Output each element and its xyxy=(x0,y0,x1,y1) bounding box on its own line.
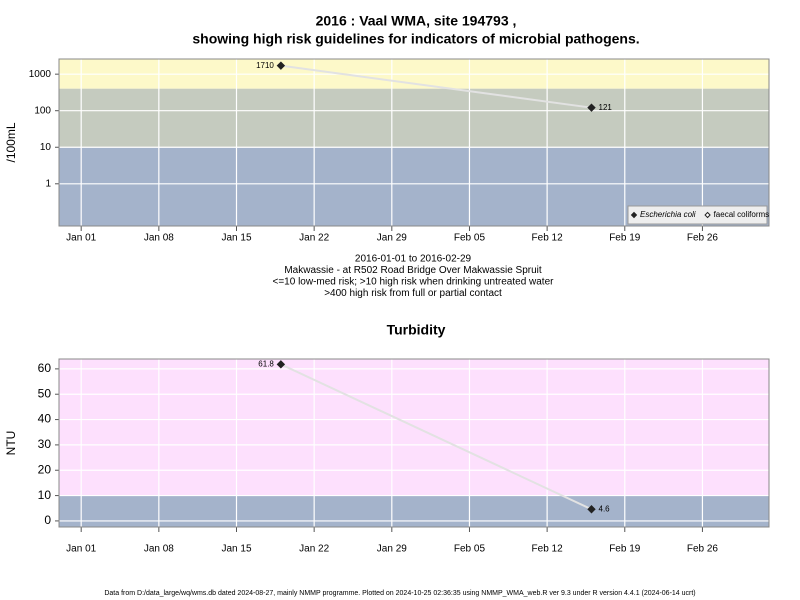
x-tick-label: Feb 05 xyxy=(454,233,486,244)
plot-frame xyxy=(58,358,770,528)
y-tick-label: 60 xyxy=(38,361,52,375)
data-label: 4.6 xyxy=(599,504,611,513)
chart-note: <=10 low-med risk; >10 high risk when dr… xyxy=(273,277,555,288)
footer: Data from D:/data_large/wq/wms.db dated … xyxy=(104,590,695,597)
series-line xyxy=(280,363,592,511)
y-tick-label: 10 xyxy=(40,142,52,153)
y-tick-label: 1000 xyxy=(29,69,52,80)
data-point xyxy=(276,61,286,70)
y-axis-label: NTU xyxy=(4,431,18,456)
x-tick-label: Feb 26 xyxy=(687,233,719,244)
x-tick-label: Jan 22 xyxy=(299,233,329,244)
x-tick-label: Jan 08 xyxy=(144,233,174,244)
x-tick-label: Feb 12 xyxy=(532,233,564,244)
chart-note: Makwassie - at R502 Road Bridge Over Mak… xyxy=(284,265,542,276)
legend-marker xyxy=(704,211,711,219)
x-tick-label: Jan 29 xyxy=(377,544,407,555)
legend-box xyxy=(627,205,768,225)
y-tick-label: 30 xyxy=(38,437,52,451)
y-tick-label: 0 xyxy=(44,513,51,527)
legend-label: faecal coliforms xyxy=(714,210,770,219)
x-tick-label: Jan 15 xyxy=(221,233,251,244)
y-tick-label: 1 xyxy=(45,178,51,189)
risk-band xyxy=(59,495,769,527)
plot-frame xyxy=(58,58,770,227)
x-tick-label: Feb 19 xyxy=(609,233,641,244)
x-tick-label: Jan 29 xyxy=(377,233,407,244)
data-label: 121 xyxy=(599,103,613,112)
legend-label: Escherichia coli xyxy=(640,210,696,219)
y-tick-label: 20 xyxy=(38,462,52,476)
series-line xyxy=(280,64,592,109)
data-point xyxy=(587,505,596,514)
risk-band xyxy=(59,88,769,148)
legend-marker xyxy=(630,211,638,219)
data-label: 61.8 xyxy=(258,359,274,368)
x-tick-label: Feb 12 xyxy=(532,544,564,555)
x-tick-label: Feb 19 xyxy=(609,544,641,555)
x-tick-label: Jan 15 xyxy=(221,544,251,555)
data-point xyxy=(587,103,596,112)
y-tick-label: 100 xyxy=(34,105,51,116)
chart-note: >400 high risk from full or partial cont… xyxy=(324,288,502,299)
x-tick-label: Jan 01 xyxy=(66,233,96,244)
chart-title: Turbidity xyxy=(387,322,446,338)
data-label: 1710 xyxy=(256,61,274,70)
x-tick-label: Feb 26 xyxy=(687,544,719,555)
y-tick-label: 40 xyxy=(38,412,52,426)
x-tick-label: Jan 08 xyxy=(144,544,174,555)
y-tick-label: 10 xyxy=(38,488,52,502)
x-tick-label: Feb 05 xyxy=(454,544,486,555)
data-point xyxy=(276,360,286,369)
chart-title: 2016 : Vaal WMA, site 194793 , xyxy=(316,13,517,29)
y-axis-label: /100mL xyxy=(4,122,18,162)
chart-title: showing high risk guidelines for indicat… xyxy=(192,31,639,47)
chart-note: 2016-01-01 to 2016-02-29 xyxy=(355,254,472,265)
x-tick-label: Jan 22 xyxy=(299,544,329,555)
y-tick-label: 50 xyxy=(38,386,52,400)
x-tick-label: Jan 01 xyxy=(66,544,96,555)
